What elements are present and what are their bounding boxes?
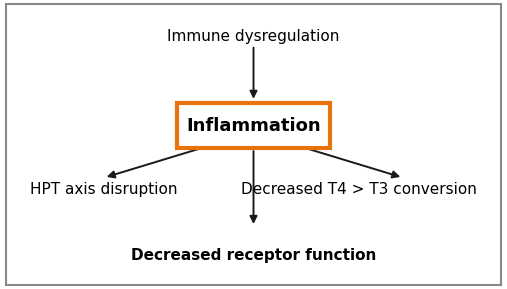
Text: Decreased receptor function: Decreased receptor function [131, 248, 376, 263]
Text: HPT axis disruption: HPT axis disruption [30, 182, 178, 197]
FancyBboxPatch shape [177, 103, 330, 148]
Text: Immune dysregulation: Immune dysregulation [167, 29, 340, 44]
Text: Decreased T4 > T3 conversion: Decreased T4 > T3 conversion [241, 182, 477, 197]
Text: Inflammation: Inflammation [186, 117, 321, 135]
